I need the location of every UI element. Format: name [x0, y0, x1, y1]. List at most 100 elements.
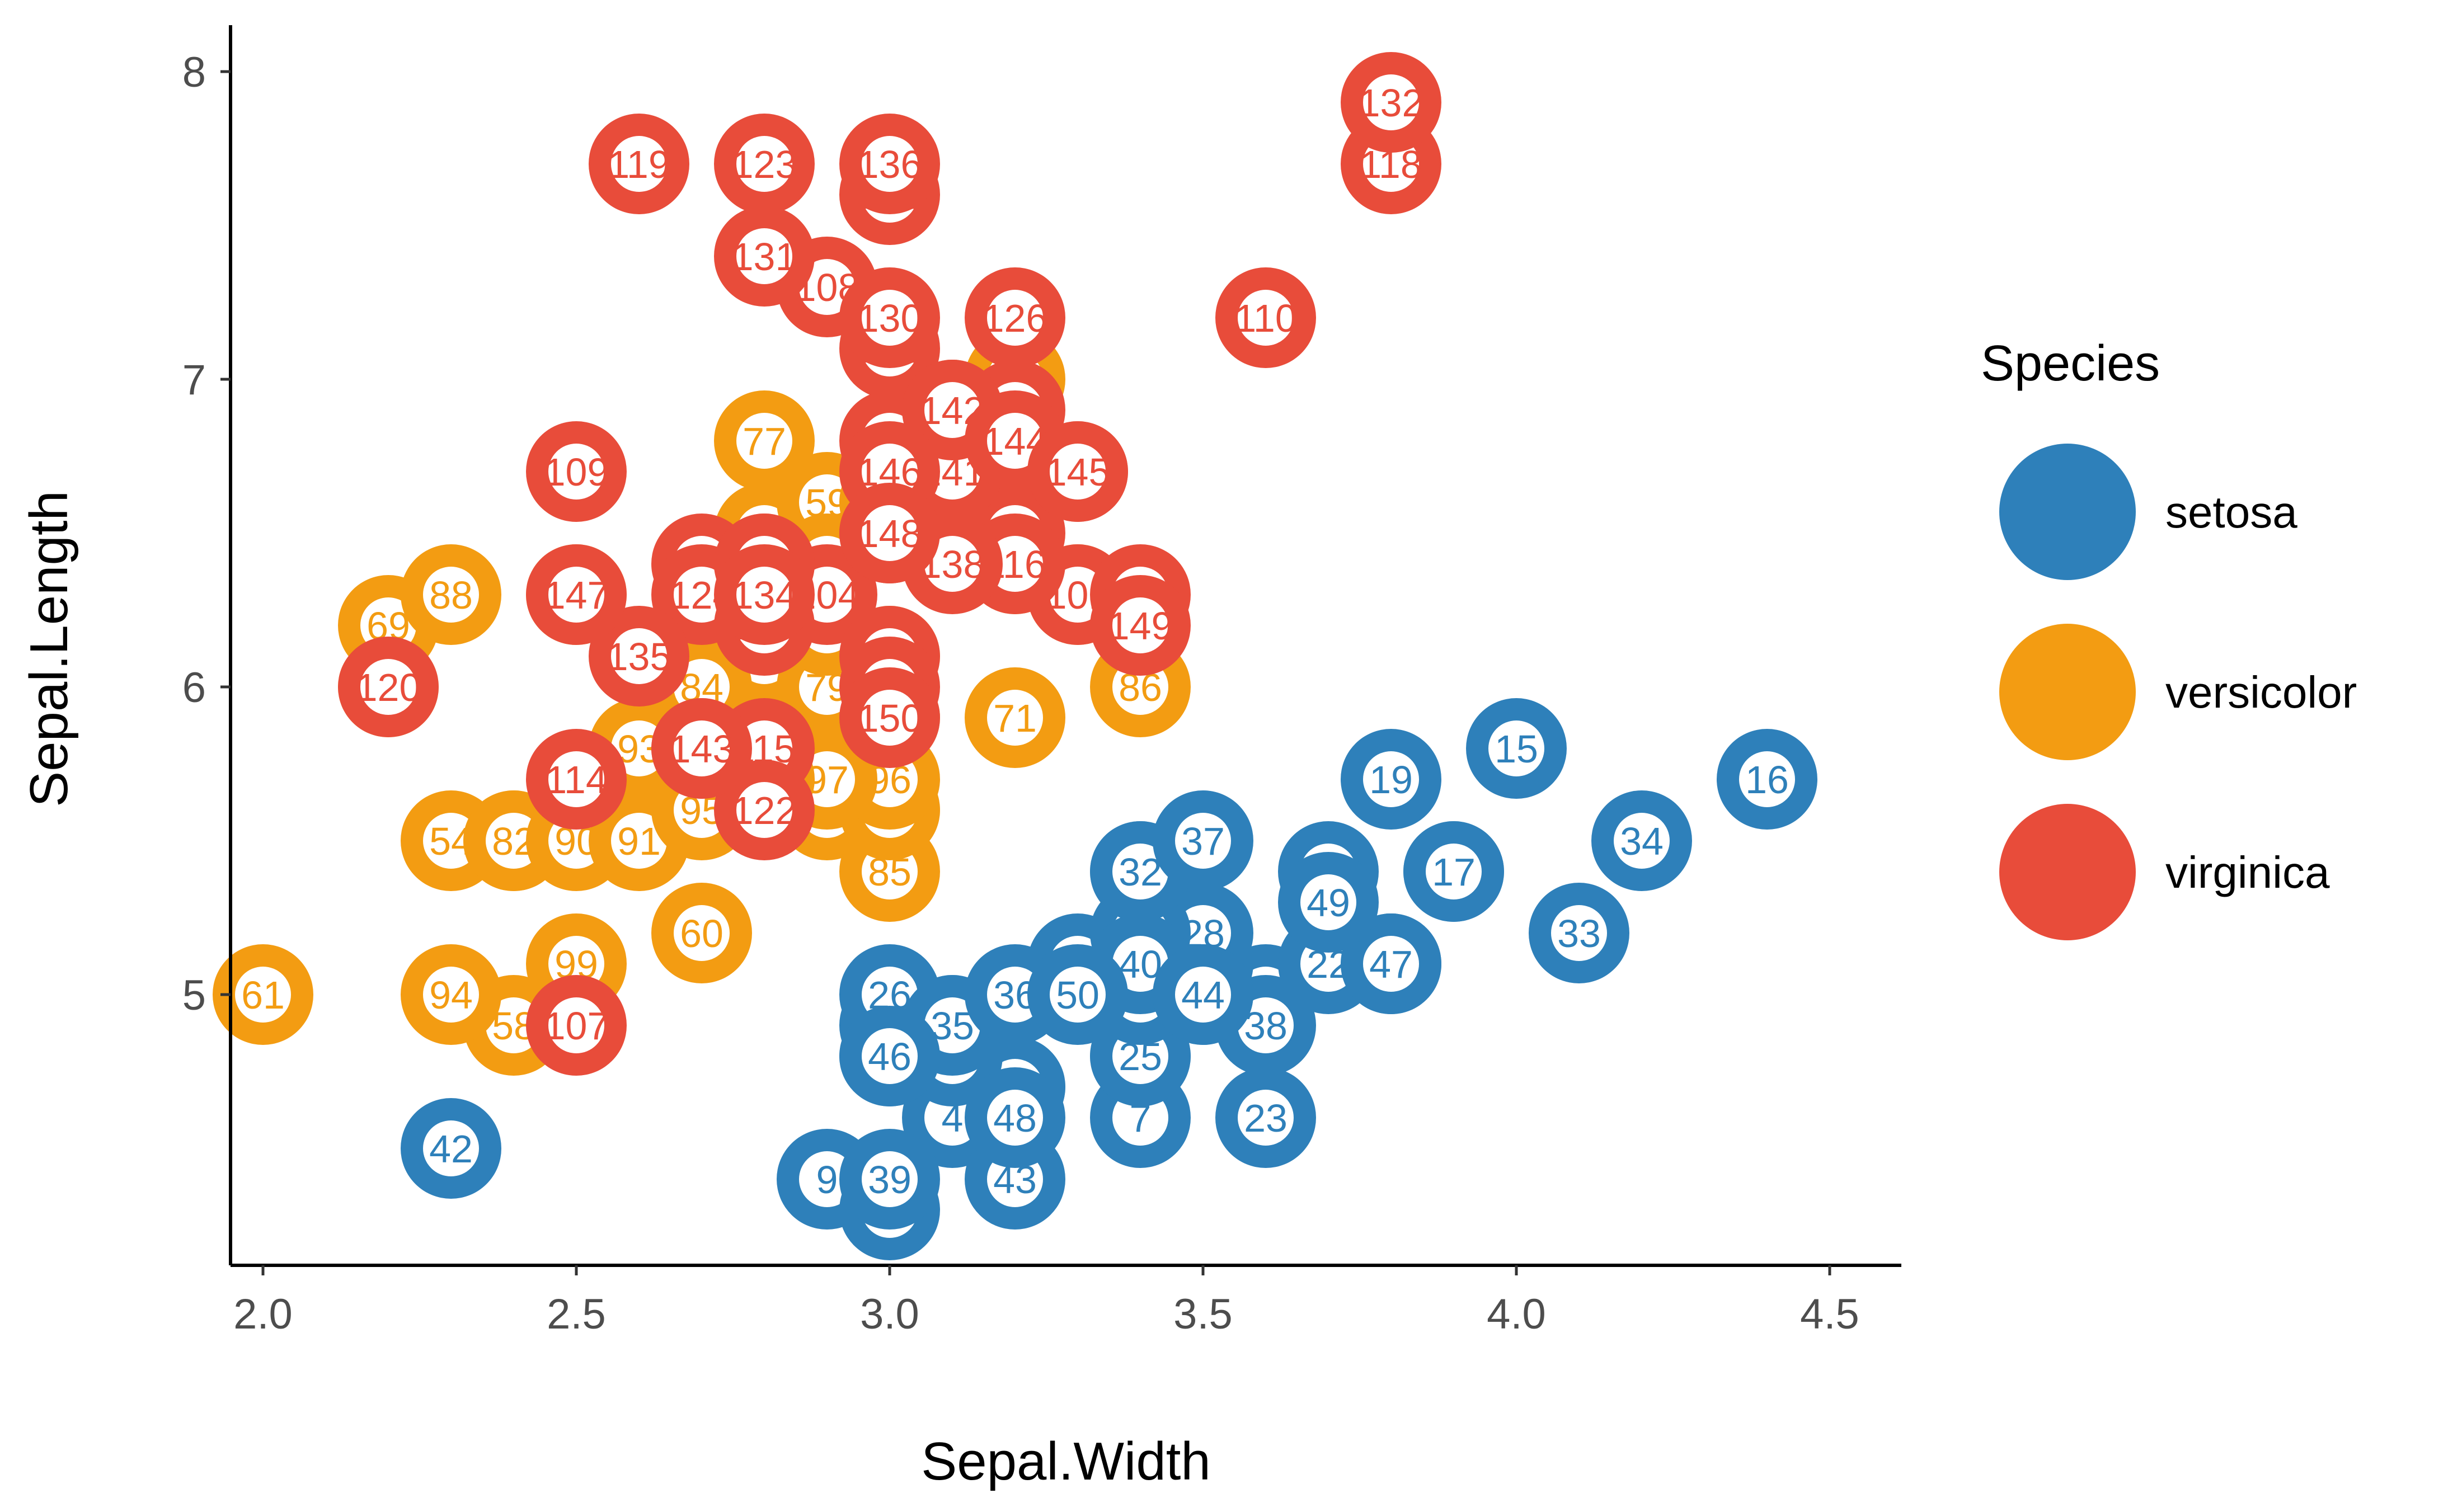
- point-label: 107: [544, 1004, 609, 1048]
- point-label: 33: [1557, 912, 1601, 955]
- x-tick-label: 2.5: [547, 1290, 606, 1338]
- point-center: [862, 1028, 918, 1084]
- point-label: 42: [429, 1127, 473, 1171]
- point-center: [862, 290, 918, 346]
- point-center: [862, 136, 918, 192]
- point-center: [1112, 844, 1168, 899]
- x-tick-label: 3.5: [1173, 1290, 1233, 1338]
- point-label: 46: [868, 1035, 911, 1078]
- point-virginica: 119: [589, 114, 689, 214]
- point-label: 77: [743, 420, 786, 463]
- legend-key: [1999, 444, 2136, 580]
- point-virginica: 136: [839, 114, 940, 214]
- point-center: [799, 259, 855, 315]
- point-label: 9: [816, 1158, 838, 1202]
- point-center: [1238, 997, 1294, 1053]
- point-center: [423, 967, 479, 1023]
- point-label: 147: [544, 573, 609, 617]
- point-versicolor: 88: [401, 544, 501, 645]
- point-virginica: 122: [714, 760, 815, 860]
- point-label: 143: [669, 727, 735, 771]
- x-tick-label: 4.5: [1800, 1290, 1859, 1338]
- point-label: 91: [617, 819, 661, 863]
- point-center: [1300, 874, 1356, 930]
- point-label: 132: [1359, 81, 1424, 125]
- point-label: 122: [732, 789, 797, 832]
- x-axis-title: Sepal.Width: [921, 1431, 1211, 1491]
- point-virginica: 150: [839, 667, 940, 768]
- point-center: [1050, 567, 1106, 623]
- point-label: 110: [1234, 296, 1297, 340]
- point-virginica: 148: [839, 483, 940, 583]
- point-label: 60: [680, 912, 723, 955]
- y-tick-label: 6: [182, 664, 206, 712]
- point-center: [423, 813, 479, 869]
- point-label: 50: [1056, 973, 1100, 1017]
- point-setosa: 42: [401, 1098, 501, 1199]
- point-label: 109: [544, 450, 609, 494]
- point-center: [548, 567, 604, 623]
- point-center: [736, 567, 792, 623]
- point-center: [736, 136, 792, 192]
- point-center: [548, 751, 604, 807]
- point-center: [987, 536, 1043, 592]
- point-label: 130: [857, 296, 923, 340]
- point-label: 88: [429, 573, 473, 617]
- point-virginica: 134: [714, 544, 815, 645]
- point-label: 134: [732, 573, 797, 617]
- legend: Species setosa versicolor virginica: [1981, 336, 2357, 940]
- point-versicolor: 77: [714, 390, 815, 491]
- point-label: 71: [993, 696, 1037, 740]
- x-tick-label: 4.0: [1487, 1290, 1546, 1338]
- point-center: [1488, 720, 1544, 776]
- point-center: [987, 290, 1043, 346]
- point-center: [736, 413, 792, 469]
- x-tick-label: 2.0: [233, 1290, 293, 1338]
- point-center: [924, 382, 980, 438]
- point-center: [486, 997, 542, 1053]
- point-center: [1050, 444, 1106, 500]
- legend-label: setosa: [2165, 487, 2297, 537]
- point-center: [360, 659, 416, 715]
- point-label: 150: [857, 696, 923, 740]
- point-center: [799, 567, 855, 623]
- y-axis-title: Sepal.Length: [19, 491, 79, 807]
- point-label: 145: [1045, 450, 1111, 494]
- point-virginica: 110: [1215, 267, 1316, 368]
- point-label: 32: [1119, 850, 1162, 894]
- point-label: 120: [356, 666, 421, 709]
- point-label: 135: [607, 635, 672, 679]
- point-center: [1050, 967, 1106, 1023]
- legend-entry-virginica: virginica: [1999, 804, 2330, 940]
- point-label: 19: [1369, 758, 1413, 802]
- point-virginica: 131: [714, 206, 815, 307]
- point-setosa: 37: [1153, 790, 1253, 891]
- legend-entry-setosa: setosa: [1999, 444, 2297, 580]
- point-center: [1426, 844, 1482, 899]
- point-center: [423, 567, 479, 623]
- point-label: 38: [1244, 1004, 1288, 1048]
- legend-key: [1999, 804, 2136, 940]
- points-layer: 1234567891011121314151617181920212223242…: [213, 52, 1817, 1260]
- point-virginica: 114: [526, 729, 627, 830]
- point-virginica: 109: [526, 421, 627, 522]
- point-virginica: 145: [1027, 421, 1128, 522]
- point-label: 15: [1495, 727, 1538, 771]
- point-center: [799, 1151, 855, 1207]
- point-center: [1112, 936, 1168, 992]
- point-center: [611, 628, 667, 684]
- point-versicolor: 61: [213, 944, 313, 1045]
- point-virginica: 120: [338, 637, 439, 737]
- point-label: 34: [1620, 819, 1664, 863]
- point-label: 23: [1244, 1096, 1288, 1140]
- legend-title: Species: [1981, 336, 2160, 392]
- point-label: 48: [993, 1096, 1037, 1140]
- legend-entries: setosa versicolor virginica: [1999, 444, 2357, 940]
- point-setosa: 46: [839, 1006, 940, 1106]
- point-center: [987, 1090, 1043, 1146]
- x-tick-label: 3.0: [860, 1290, 919, 1338]
- point-setosa: 16: [1717, 729, 1817, 830]
- point-label: 131: [732, 235, 797, 279]
- point-center: [674, 720, 730, 776]
